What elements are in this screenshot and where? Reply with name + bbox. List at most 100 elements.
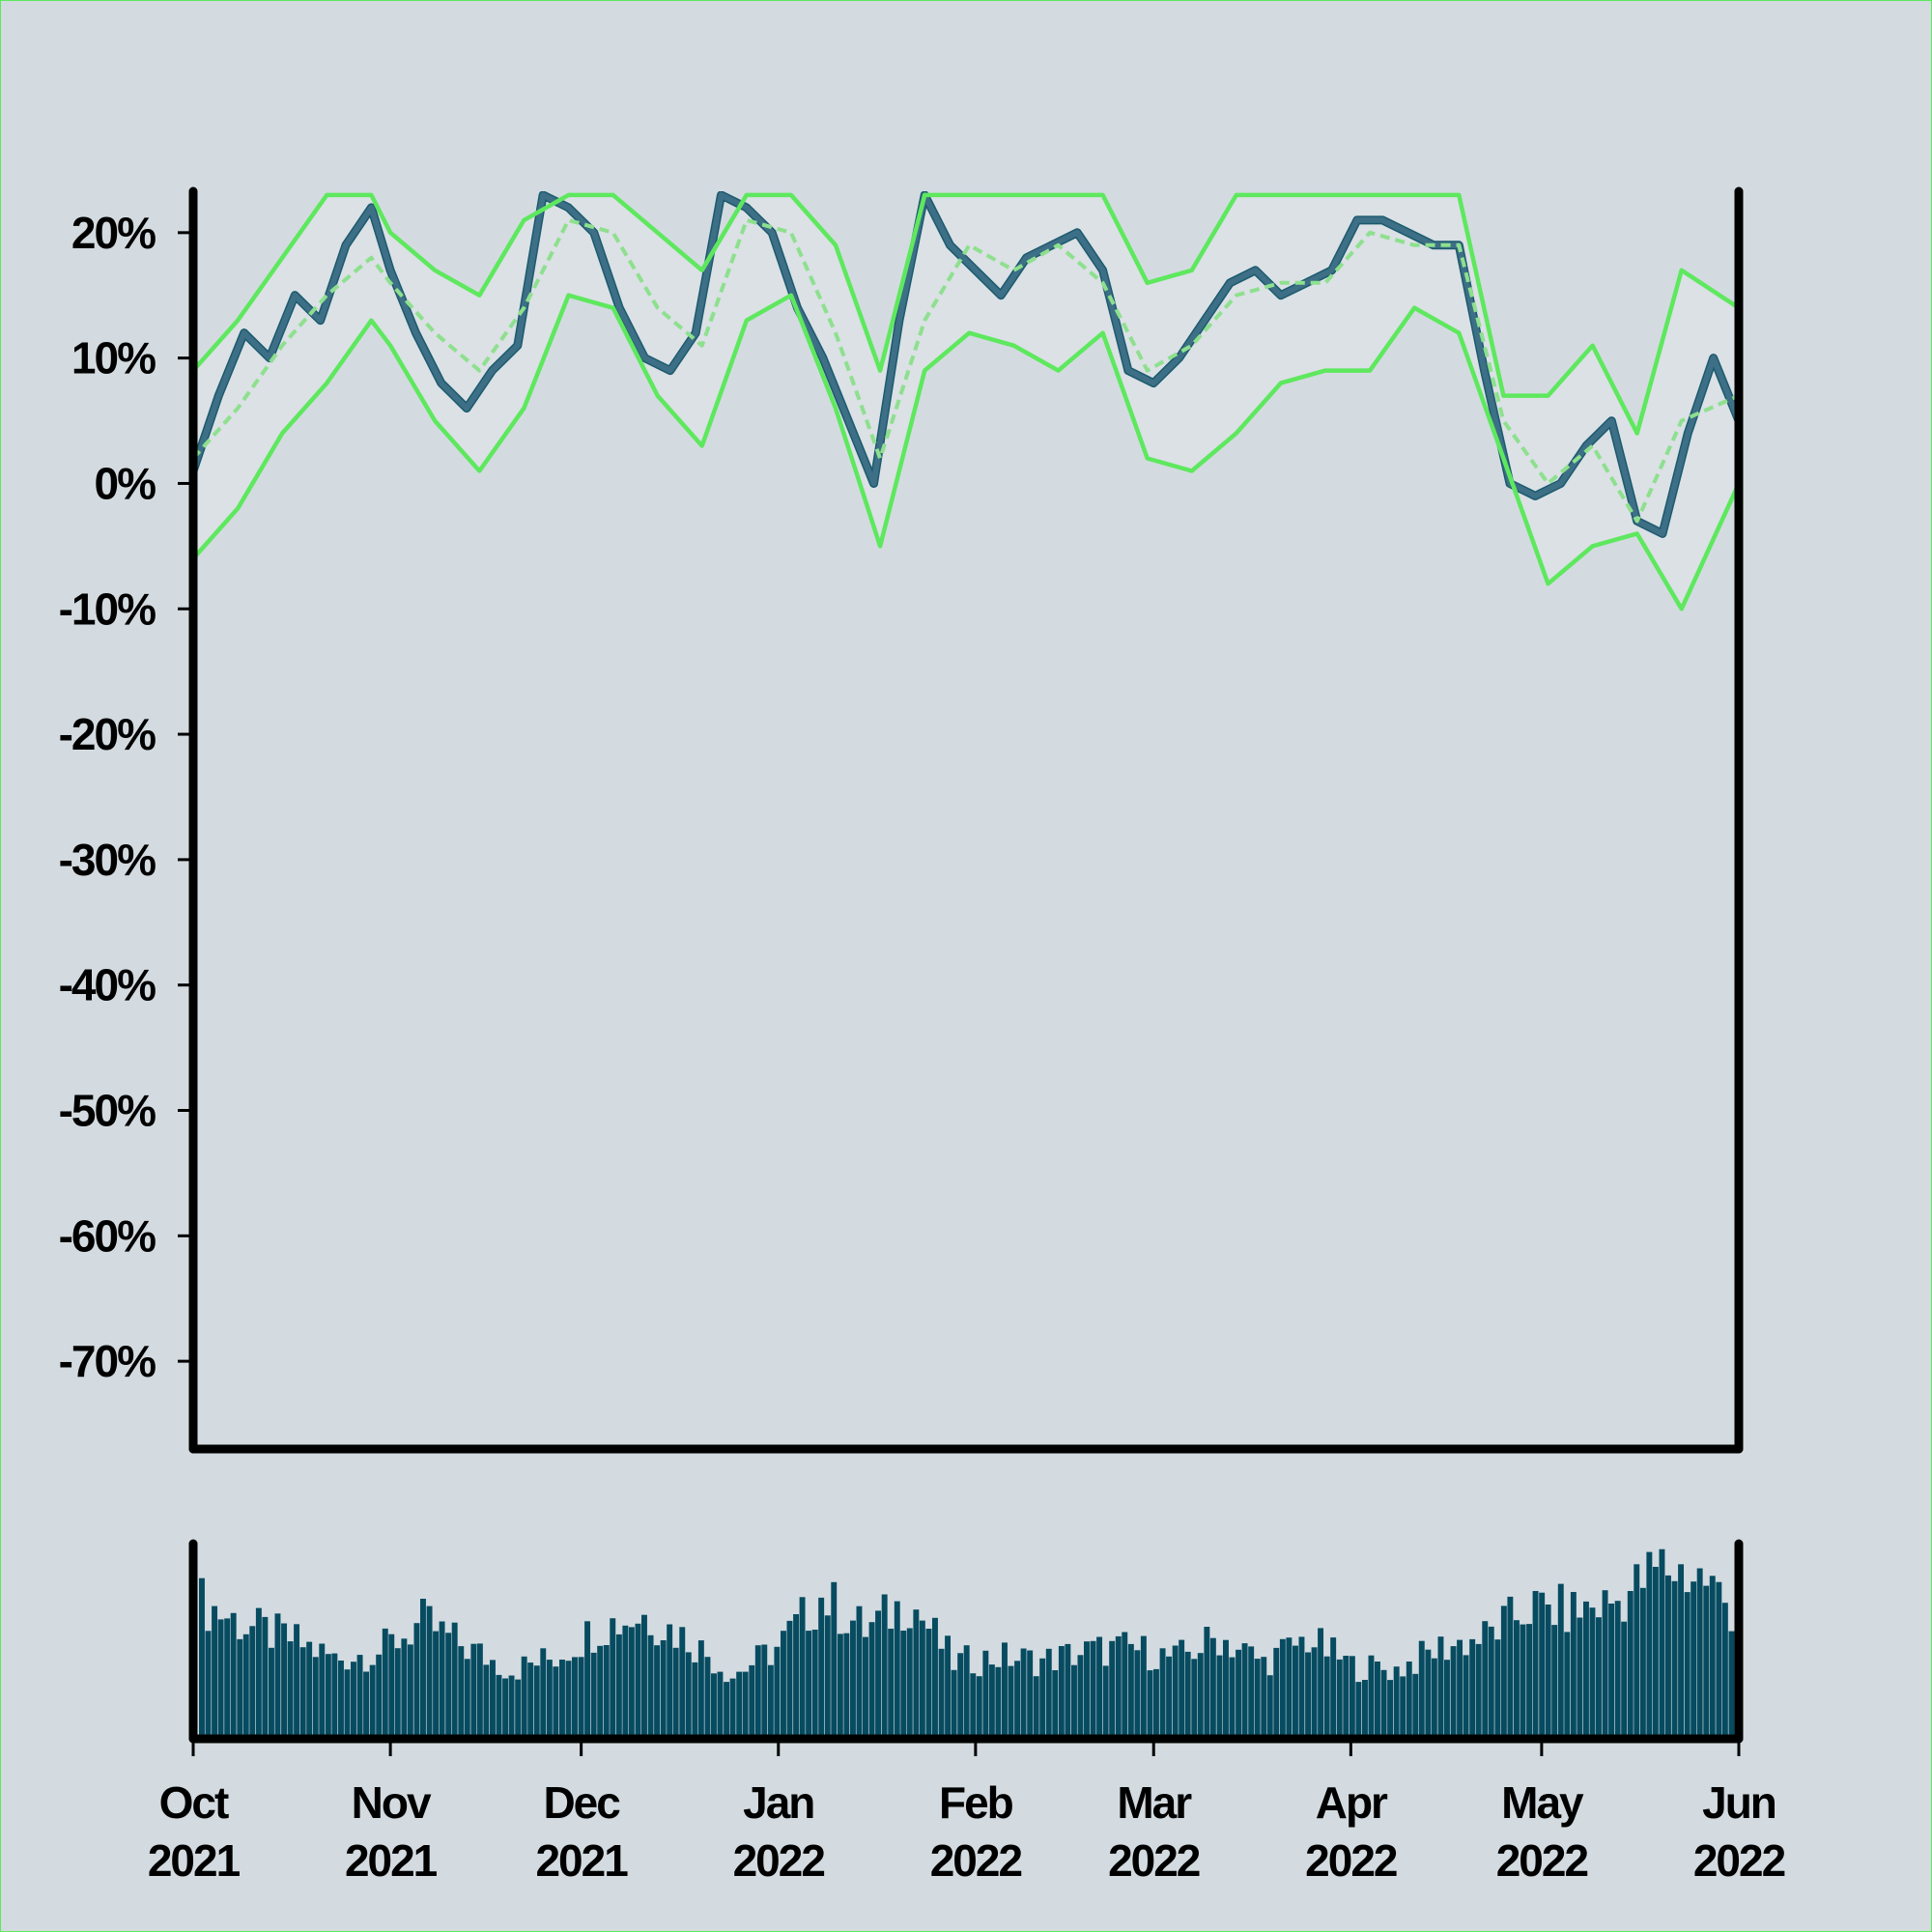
volume-bar — [957, 1653, 964, 1739]
confidence-band-fill — [193, 194, 1739, 610]
volume-bar — [578, 1657, 584, 1739]
volume-bar — [1343, 1656, 1350, 1739]
volume-bar — [1690, 1581, 1697, 1739]
x-tick-month: Jun — [1702, 1777, 1776, 1828]
volume-bar — [407, 1644, 413, 1739]
volume-bar — [711, 1673, 717, 1739]
volume-bar — [1728, 1631, 1735, 1739]
volume-bar — [654, 1645, 661, 1739]
volume-bar — [338, 1661, 344, 1739]
volume-bar — [982, 1650, 989, 1739]
volume-bar — [1027, 1650, 1034, 1739]
volume-bar — [831, 1581, 838, 1739]
volume-bar — [1065, 1643, 1071, 1739]
volume-bar — [590, 1652, 597, 1739]
volume-bar — [1469, 1638, 1476, 1739]
volume-bar — [212, 1605, 218, 1739]
volume-bar — [1500, 1605, 1507, 1739]
volume-bar — [1122, 1632, 1128, 1739]
volume-bar — [824, 1615, 831, 1739]
volume-bar — [988, 1664, 995, 1739]
volume-bar — [938, 1648, 945, 1739]
x-tick-year: 2022 — [1496, 1835, 1588, 1886]
volume-bar — [325, 1654, 331, 1739]
x-tick-year: 2022 — [1108, 1835, 1200, 1886]
main-axes — [188, 186, 1744, 1454]
volume-bar — [1355, 1682, 1362, 1739]
x-tick-month: Dec — [543, 1777, 620, 1828]
volume-bar — [1298, 1636, 1305, 1739]
volume-bar — [1393, 1666, 1400, 1739]
y-tick-label: -40% — [59, 960, 156, 1010]
volume-bar — [837, 1634, 843, 1739]
volume-bar — [199, 1577, 205, 1739]
y-tick-label: -10% — [59, 583, 156, 634]
volume-bar — [1444, 1660, 1450, 1739]
volume-bar — [1071, 1664, 1077, 1739]
volume-bar — [388, 1634, 395, 1739]
volume-bar — [875, 1610, 882, 1739]
volume-bar — [1380, 1669, 1387, 1739]
volume-bar — [1608, 1604, 1615, 1739]
volume-bar — [451, 1622, 458, 1739]
volume-bar — [1387, 1680, 1394, 1739]
volume-bar — [572, 1657, 578, 1739]
volume-bar — [490, 1660, 496, 1739]
volume-bar — [1248, 1646, 1255, 1739]
volume-bar — [553, 1666, 559, 1739]
volume-bar — [502, 1678, 509, 1739]
volume-bar — [1223, 1639, 1229, 1739]
volume-bar — [881, 1594, 888, 1739]
volume-bars — [199, 1548, 1735, 1739]
volume-bar — [1488, 1626, 1494, 1739]
volume-bar — [1229, 1657, 1236, 1739]
volume-bar — [540, 1648, 547, 1739]
volume-bar — [1014, 1661, 1021, 1739]
volume-bar — [1627, 1591, 1634, 1739]
volume-bar — [1090, 1640, 1096, 1739]
volume-bar — [496, 1674, 502, 1739]
volume-bar — [1514, 1620, 1520, 1739]
volume-bar — [729, 1678, 736, 1739]
volume-bar — [1052, 1670, 1059, 1739]
volume-bar — [1696, 1568, 1703, 1739]
volume-bar — [1077, 1655, 1084, 1739]
volume-bar — [704, 1657, 711, 1739]
volume-bar — [894, 1601, 900, 1739]
volume-bar — [312, 1657, 319, 1739]
volume-bar — [382, 1628, 388, 1739]
volume-bar — [274, 1613, 281, 1739]
volume-bar — [1557, 1583, 1564, 1739]
volume-bar — [420, 1599, 426, 1739]
volume-bar — [255, 1607, 262, 1739]
x-tick-month: Mar — [1117, 1777, 1192, 1828]
volume-bar — [742, 1671, 749, 1739]
y-tick-label: 20% — [71, 208, 156, 258]
volume-bar — [970, 1673, 977, 1739]
volume-bar — [363, 1671, 370, 1739]
volume-bar — [1634, 1564, 1640, 1739]
volume-bar — [1204, 1627, 1210, 1739]
volume-bar — [799, 1597, 806, 1739]
x-tick-month: Feb — [939, 1777, 1013, 1828]
volume-bar — [508, 1675, 515, 1739]
volume-bar — [1539, 1592, 1546, 1739]
volume-bar — [515, 1679, 522, 1739]
volume-bar — [344, 1669, 351, 1739]
y-tick-label: -20% — [59, 709, 156, 759]
volume-bar — [1614, 1601, 1621, 1739]
y-tick-label: -30% — [59, 835, 156, 885]
volume-bar — [262, 1616, 269, 1739]
volume-bar — [237, 1638, 243, 1739]
volume-bar — [351, 1662, 356, 1739]
y-tick-label: -60% — [59, 1210, 156, 1261]
volume-bar — [1400, 1676, 1406, 1739]
volume-bar — [1273, 1647, 1280, 1739]
volume-bar — [951, 1669, 957, 1739]
volume-bar — [1336, 1659, 1343, 1739]
volume-bar — [888, 1629, 895, 1739]
volume-bar — [1166, 1656, 1173, 1739]
volume-bar — [394, 1648, 401, 1739]
lower-band-line — [193, 293, 1739, 611]
